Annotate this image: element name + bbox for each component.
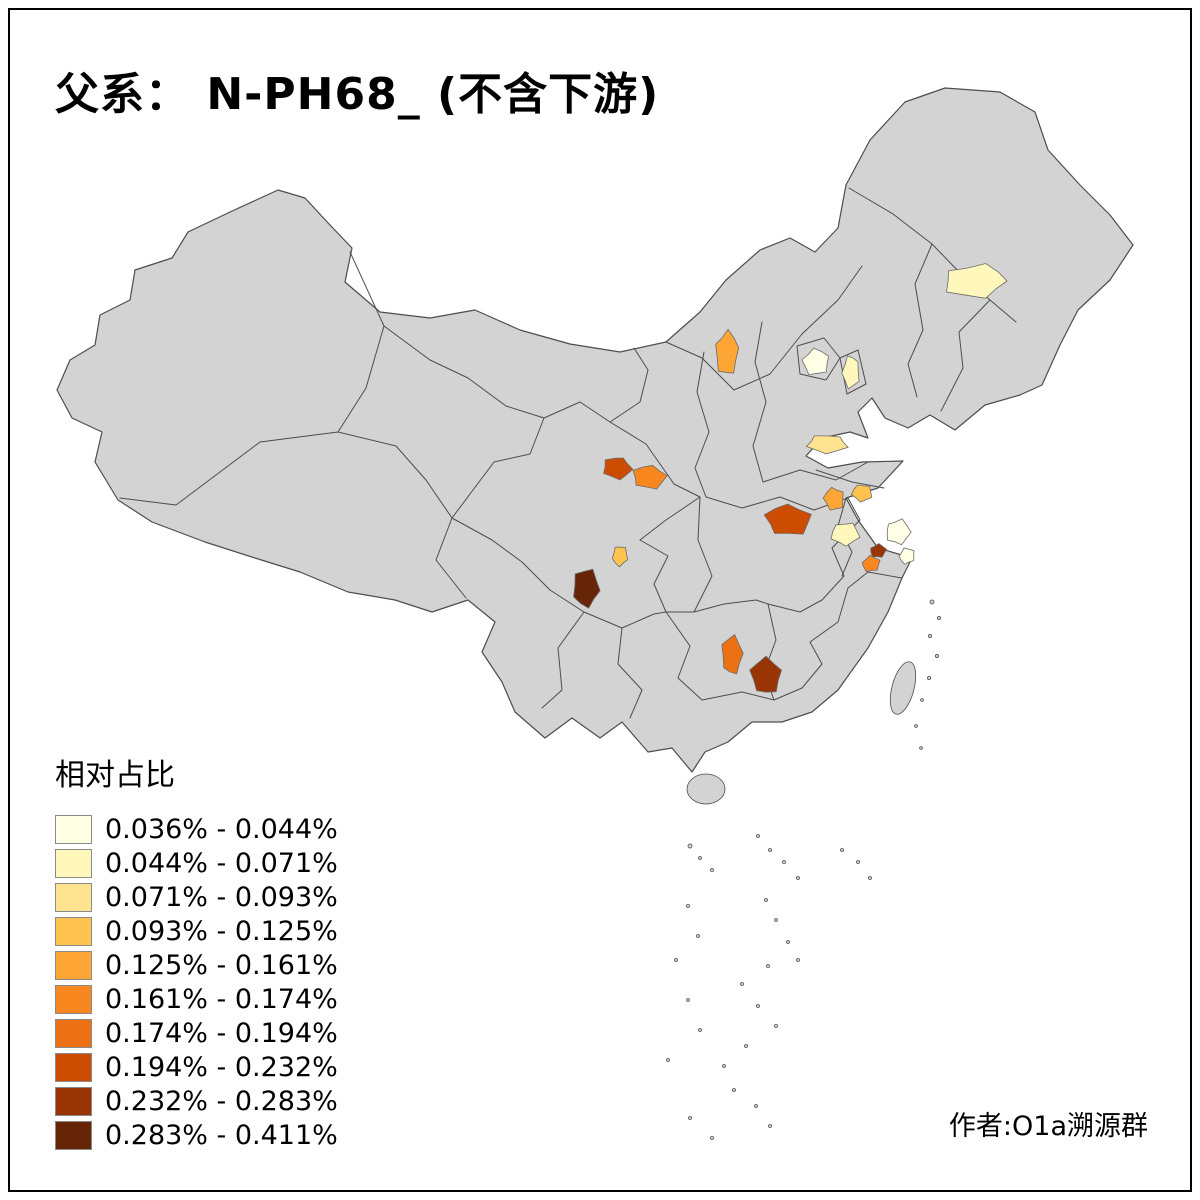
hainan-island [686,773,726,805]
region-tianjin-area [841,355,860,390]
legend-row: 0.161% - 0.174% [55,982,338,1016]
legend-label: 0.071% - 0.093% [105,881,338,913]
legend-row: 0.232% - 0.283% [55,1084,338,1118]
legend-swatch [55,848,92,878]
region-gansu-southeast-area [603,457,634,481]
page-title: 父系： N-PH68_ (不含下游) [55,69,660,120]
legend-swatch [55,1086,92,1116]
highlighted-regions-layer [573,263,1008,693]
legend-swatch [55,950,92,980]
legend-label: 0.125% - 0.161% [105,949,338,981]
legend-label: 0.283% - 0.411% [105,1119,338,1151]
legend-row: 0.044% - 0.071% [55,846,338,880]
legend-label: 0.174% - 0.194% [105,1017,338,1049]
legend-row: 0.093% - 0.125% [55,914,338,948]
legend-label: 0.093% - 0.125% [105,915,338,947]
legend-row: 0.194% - 0.232% [55,1050,338,1084]
legend-swatch [55,814,92,844]
legend-row: 0.036% - 0.044% [55,812,338,846]
legend-swatch [55,882,92,912]
legend: 相对占比 0.036% - 0.044% 0.044% - 0.071% 0.0… [55,750,338,1152]
region-henan-south-area [763,503,812,535]
legend-label: 0.036% - 0.044% [105,813,338,845]
province-borders [119,187,1017,719]
legend-row: 0.174% - 0.194% [55,1016,338,1050]
region-shaanxi-middle-area [632,464,668,490]
attribution: 作者:O1a溯源群 [948,1111,1148,1142]
legend-swatch [55,984,92,1014]
legend-label: 0.161% - 0.174% [105,983,338,1015]
legend-label: 0.194% - 0.232% [105,1051,338,1083]
region-jiangsu-coast-area [886,518,912,546]
legend-swatch [55,1120,92,1150]
legend-swatch [55,1052,92,1082]
region-jiangsu-south-area [861,555,881,573]
region-jiangsu-northwest-area [850,484,873,503]
region-hunan-middle-area [721,633,744,675]
region-jiangsu-middle-dark-area [870,543,888,558]
region-hunan-south-area [749,655,782,693]
taiwan-island [889,661,917,715]
region-beijing-area [801,347,830,376]
legend-label: 0.232% - 0.283% [105,1085,338,1117]
region-henan-east-area [822,486,844,511]
legend-swatch [55,916,92,946]
region-shanghai-area [898,547,915,565]
region-shandong-west-area [805,435,849,455]
legend-swatch [55,1018,92,1048]
legend-row: 0.283% - 0.411% [55,1118,338,1152]
region-sichuan-south-area [573,568,601,609]
legend-label: 0.044% - 0.071% [105,847,338,879]
region-chengdu-area [611,546,629,568]
region-inner-mongolia-area [715,328,740,374]
region-anhui-north-area [830,522,861,547]
legend-row: 0.071% - 0.093% [55,880,338,914]
mainland-outline [56,87,1134,773]
islands [666,599,942,1140]
legend-title: 相对占比 [55,758,175,793]
legend-row: 0.125% - 0.161% [55,948,338,982]
region-heilongjiang-area [946,263,1008,299]
